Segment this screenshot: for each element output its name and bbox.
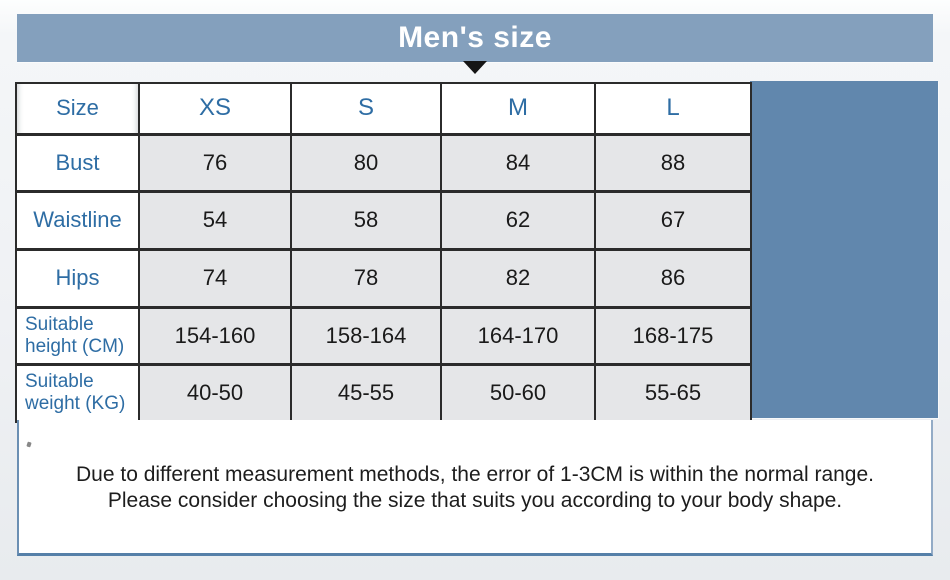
triangle-down-icon bbox=[463, 61, 487, 74]
page-title: Men's size bbox=[398, 21, 552, 54]
table-cell: 80 bbox=[290, 133, 442, 193]
stray-dot-mark bbox=[26, 441, 32, 448]
table-row-bust: Bust 76 80 84 88 bbox=[15, 133, 752, 193]
table-cell: 158-164 bbox=[290, 306, 442, 366]
column-header-s: S bbox=[290, 82, 442, 136]
table-cell: 50-60 bbox=[440, 363, 596, 423]
table-cell: 168-175 bbox=[594, 306, 752, 366]
measurement-note: Due to different measurement methods, th… bbox=[19, 462, 931, 514]
size-chart-table: Size XS S M L Bust 76 80 84 88 Waistline… bbox=[15, 82, 752, 423]
column-header-l: L bbox=[594, 82, 752, 136]
note-box: Due to different measurement methods, th… bbox=[17, 420, 933, 556]
table-cell: 45-55 bbox=[290, 363, 442, 423]
table-cell: 164-170 bbox=[440, 306, 596, 366]
table-cell: 84 bbox=[440, 133, 596, 193]
table-cell: 88 bbox=[594, 133, 752, 193]
table-row-suitable-weight: Suitable weight (KG) 40-50 45-55 50-60 5… bbox=[15, 363, 752, 423]
column-header-size: Size bbox=[15, 82, 140, 136]
table-header-row: Size XS S M L bbox=[15, 82, 752, 136]
side-accent-block bbox=[750, 81, 938, 418]
row-label-bust: Bust bbox=[15, 133, 140, 193]
title-bar: Men's size bbox=[17, 14, 933, 62]
table-cell: 58 bbox=[290, 190, 442, 251]
table-cell: 82 bbox=[440, 248, 596, 309]
note-line-1: Due to different measurement methods, th… bbox=[76, 463, 874, 486]
note-line-2: Please consider choosing the size that s… bbox=[107, 488, 843, 512]
table-cell: 54 bbox=[138, 190, 292, 251]
table-row-hips: Hips 74 78 82 86 bbox=[15, 248, 752, 309]
table-cell: 76 bbox=[138, 133, 292, 193]
table-cell: 55-65 bbox=[594, 363, 752, 423]
row-label-waistline: Waistline bbox=[15, 190, 140, 251]
table-cell: 154-160 bbox=[138, 306, 292, 366]
table-row-waistline: Waistline 54 58 62 67 bbox=[15, 190, 752, 251]
table-cell: 67 bbox=[594, 190, 752, 251]
table-cell: 86 bbox=[594, 248, 752, 309]
table-cell: 40-50 bbox=[138, 363, 292, 423]
table-cell: 62 bbox=[440, 190, 596, 251]
table-row-suitable-height: Suitable height (CM) 154-160 158-164 164… bbox=[15, 306, 752, 366]
row-label-hips: Hips bbox=[15, 248, 140, 309]
column-header-m: M bbox=[440, 82, 596, 136]
row-label-suitable-weight: Suitable weight (KG) bbox=[15, 363, 140, 423]
row-label-suitable-height: Suitable height (CM) bbox=[15, 306, 140, 366]
table-cell: 74 bbox=[138, 248, 292, 309]
column-header-xs: XS bbox=[138, 82, 292, 136]
table-cell: 78 bbox=[290, 248, 442, 309]
